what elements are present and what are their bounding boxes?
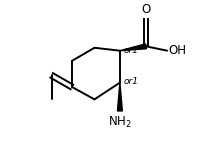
Text: NH$_2$: NH$_2$ xyxy=(108,115,132,130)
Text: or1: or1 xyxy=(124,46,138,55)
Text: OH: OH xyxy=(169,44,187,57)
Text: or1: or1 xyxy=(124,77,138,86)
Text: O: O xyxy=(141,3,151,16)
Polygon shape xyxy=(120,44,146,51)
Polygon shape xyxy=(118,83,122,111)
